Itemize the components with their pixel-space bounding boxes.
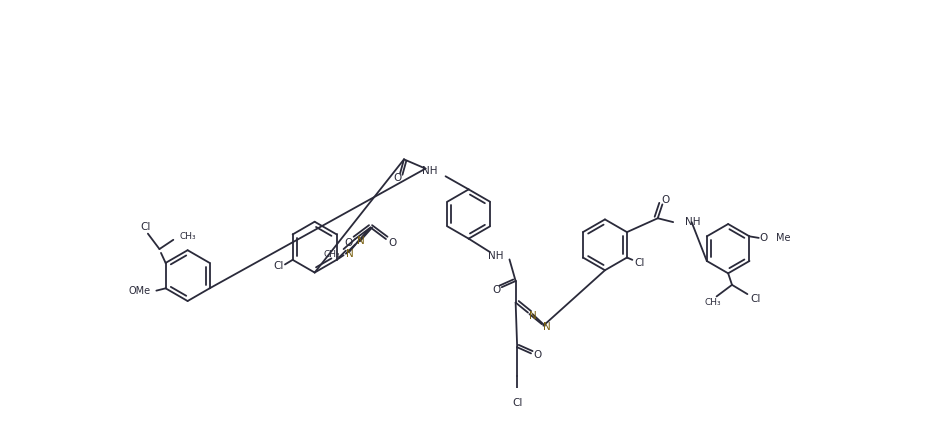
Text: NH: NH bbox=[488, 251, 503, 261]
Text: Me: Me bbox=[776, 233, 791, 243]
Text: O: O bbox=[345, 238, 353, 248]
Text: O: O bbox=[533, 350, 541, 360]
Text: O: O bbox=[760, 233, 767, 243]
Text: N: N bbox=[346, 249, 353, 259]
Text: CH₃: CH₃ bbox=[323, 250, 339, 259]
Text: Cl: Cl bbox=[512, 399, 523, 409]
Text: Cl: Cl bbox=[274, 261, 284, 271]
Text: NH: NH bbox=[422, 166, 437, 176]
Text: NH: NH bbox=[684, 217, 700, 227]
Text: O: O bbox=[493, 285, 500, 295]
Text: N: N bbox=[543, 322, 551, 332]
Text: N: N bbox=[357, 236, 365, 246]
Text: Cl: Cl bbox=[140, 222, 150, 232]
Text: Cl: Cl bbox=[750, 294, 760, 304]
Text: OMe: OMe bbox=[128, 286, 150, 296]
Text: O: O bbox=[394, 173, 402, 183]
Text: CH₃: CH₃ bbox=[180, 232, 196, 241]
Text: O: O bbox=[388, 238, 397, 248]
Text: CH₃: CH₃ bbox=[704, 298, 721, 307]
Text: N: N bbox=[529, 311, 538, 320]
Text: O: O bbox=[662, 195, 669, 205]
Text: Cl: Cl bbox=[634, 258, 645, 268]
